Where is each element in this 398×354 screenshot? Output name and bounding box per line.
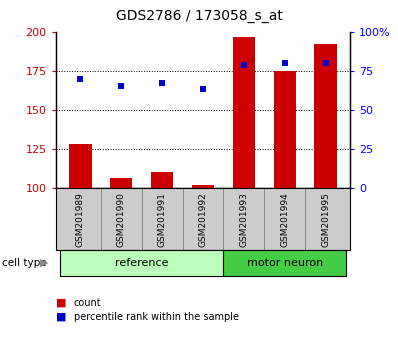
- Bar: [233, 36, 255, 188]
- Point: [118, 84, 124, 89]
- Point: [200, 87, 206, 92]
- Text: GSM201992: GSM201992: [199, 193, 207, 247]
- Text: percentile rank within the sample: percentile rank within the sample: [74, 312, 239, 322]
- Bar: [192, 184, 214, 188]
- Bar: [69, 144, 92, 188]
- Bar: [223, 250, 346, 276]
- Text: motor neuron: motor neuron: [247, 258, 323, 268]
- Text: GSM201993: GSM201993: [239, 193, 248, 247]
- Text: ■: ■: [56, 298, 66, 308]
- Text: count: count: [74, 298, 101, 308]
- Point: [282, 60, 288, 66]
- Point: [241, 62, 247, 67]
- Bar: [314, 44, 337, 188]
- Text: GSM201989: GSM201989: [76, 193, 85, 247]
- Bar: [110, 178, 133, 188]
- Text: GSM201991: GSM201991: [158, 193, 167, 247]
- Text: GSM201994: GSM201994: [280, 193, 289, 247]
- Text: ▶: ▶: [39, 258, 48, 268]
- Point: [159, 80, 165, 86]
- Bar: [60, 250, 223, 276]
- Bar: [151, 172, 173, 188]
- Text: GDS2786 / 173058_s_at: GDS2786 / 173058_s_at: [115, 9, 283, 23]
- Text: GSM201995: GSM201995: [321, 193, 330, 247]
- Point: [322, 60, 329, 66]
- Text: GSM201990: GSM201990: [117, 193, 126, 247]
- Text: reference: reference: [115, 258, 168, 268]
- Text: ■: ■: [56, 312, 66, 322]
- Point: [77, 76, 84, 81]
- Bar: [273, 71, 296, 188]
- Text: cell type: cell type: [2, 258, 47, 268]
